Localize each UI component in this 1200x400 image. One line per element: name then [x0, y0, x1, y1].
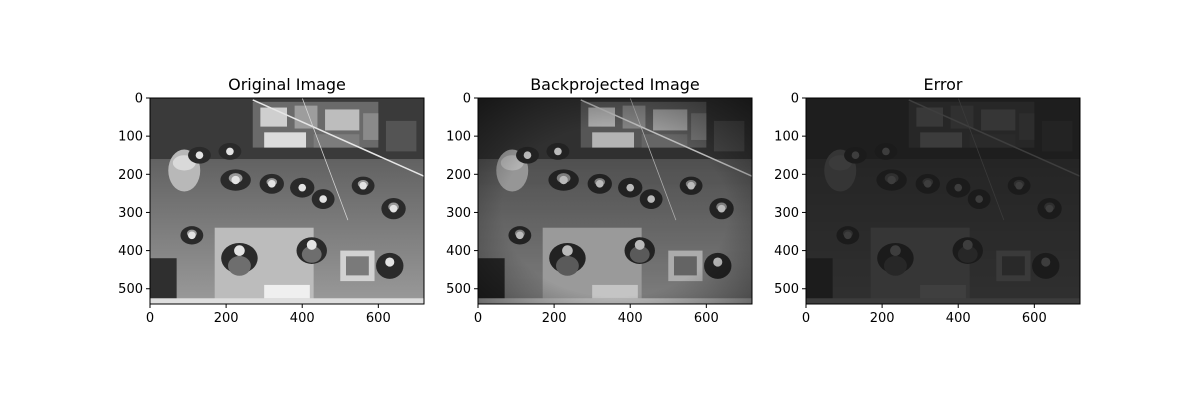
panel-title-error: Error: [924, 75, 963, 94]
y-tick-label: 0: [463, 92, 471, 107]
panel-backprojected: Backprojected Image 0 200 400 600 0 100 200 300…: [446, 75, 753, 326]
x-tick-label: 600: [1022, 311, 1047, 326]
y-tick-label: 300: [118, 206, 143, 221]
axes-frame-backprojected: [477, 97, 753, 305]
image-backprojected: [478, 98, 752, 304]
y-tick-label: 200: [118, 168, 143, 183]
axes-frame-error: [805, 97, 1081, 305]
x-tick-label: 200: [870, 311, 895, 326]
y-tick-label: 100: [446, 130, 471, 145]
x-tick-label: 0: [802, 311, 810, 326]
y-tick-label: 0: [135, 92, 143, 107]
x-tick-label: 0: [474, 311, 482, 326]
y-tick-label: 400: [118, 244, 143, 259]
y-tick-label: 500: [446, 282, 471, 297]
y-tick-label: 200: [774, 168, 799, 183]
y-tick-label: 400: [446, 244, 471, 259]
y-tick-label: 100: [774, 130, 799, 145]
image-error: [806, 98, 1080, 304]
y-tick-label: 400: [774, 244, 799, 259]
y-tick-label: 200: [446, 168, 471, 183]
y-tick-label: 0: [791, 92, 799, 107]
panel-title-original: Original Image: [228, 75, 346, 94]
panel-error: Error 0 200 400 600 0 100 200 300 400 500: [774, 75, 1081, 326]
axes-frame-original: [149, 97, 425, 305]
y-tick-label: 100: [118, 130, 143, 145]
y-tick-label: 500: [118, 282, 143, 297]
image-original: [150, 98, 424, 304]
y-tick-label: 300: [446, 206, 471, 221]
panel-original: Original Image 0 200 400 600 0 100 200 300 400 50…: [118, 75, 425, 326]
x-tick-label: 400: [946, 311, 971, 326]
x-tick-label: 200: [542, 311, 567, 326]
x-tick-label: 200: [214, 311, 239, 326]
x-tick-label: 600: [366, 311, 391, 326]
x-tick-label: 600: [694, 311, 719, 326]
x-tick-label: 400: [618, 311, 643, 326]
y-tick-label: 500: [774, 282, 799, 297]
x-tick-label: 0: [146, 311, 154, 326]
panel-title-backprojected: Backprojected Image: [530, 75, 700, 94]
x-tick-label: 400: [290, 311, 315, 326]
y-tick-label: 300: [774, 206, 799, 221]
